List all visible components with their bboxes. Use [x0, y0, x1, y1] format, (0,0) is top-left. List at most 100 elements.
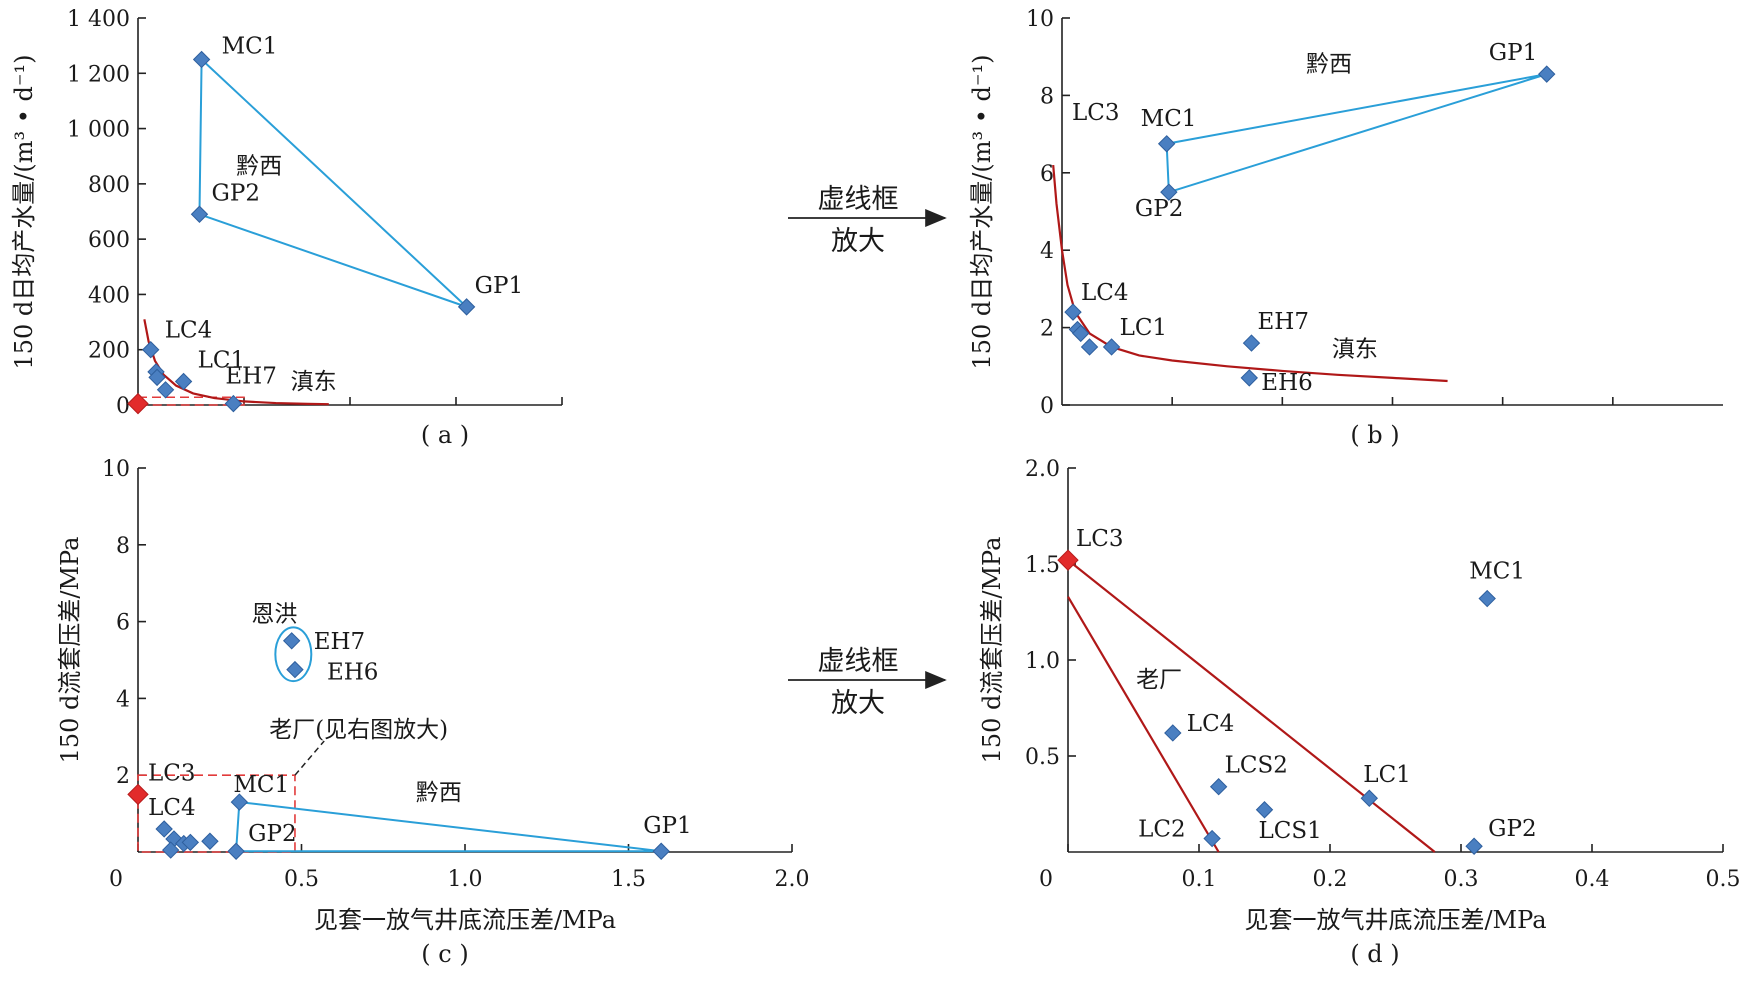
- x-tick-label: 0.1: [1182, 867, 1217, 892]
- y-tick-label: 1.0: [1025, 649, 1060, 674]
- annotation-leader: [294, 740, 325, 776]
- point-label: LC4: [1187, 711, 1235, 737]
- y-tick-label: 400: [88, 283, 130, 308]
- data-point: [1242, 334, 1261, 352]
- highlight-point: [1057, 549, 1079, 571]
- arrow-text-line2: 放大: [831, 226, 885, 257]
- y-tick-label: 2: [1040, 317, 1054, 342]
- data-point: [148, 368, 166, 387]
- y-tick-label: 0.5: [1025, 745, 1060, 770]
- arrow-text-line2: 放大: [831, 688, 885, 719]
- panel-caption: ( c ): [421, 940, 468, 968]
- annotation-label: 老厂(见右图放大): [269, 717, 448, 743]
- point-label: MC1: [222, 33, 278, 59]
- data-point: [1203, 829, 1221, 848]
- x-tick-label: 1.5: [611, 867, 646, 892]
- data-point: [1160, 183, 1178, 201]
- point-label: LC3: [1076, 526, 1124, 552]
- y-tick-label: 10: [102, 457, 130, 482]
- data-point: [1102, 338, 1121, 356]
- x-tick-label: 2.0: [775, 867, 810, 892]
- data-point: [652, 842, 670, 860]
- data-point: [192, 50, 211, 69]
- data-point: [286, 660, 304, 679]
- x-axis-label: 见套一放气井底流压差/MPa: [314, 906, 616, 934]
- point-label: MC1: [1469, 559, 1525, 585]
- point-label: EH7: [314, 629, 365, 655]
- x-tick-label: 0.2: [1313, 867, 1348, 892]
- data-point: [457, 298, 476, 316]
- data-point: [282, 632, 301, 650]
- point-label: LC3: [1072, 100, 1120, 126]
- y-tick-label: 2.0: [1025, 457, 1060, 482]
- data-point: [190, 205, 209, 223]
- data-point: [1240, 369, 1258, 387]
- data-point: [142, 341, 160, 359]
- data-point: [227, 842, 245, 860]
- data-point: [1164, 724, 1182, 742]
- curve-label: 滇东: [291, 369, 337, 395]
- y-tick-label: 8: [116, 534, 130, 559]
- data-point: [230, 793, 249, 811]
- point-label: LC4: [148, 795, 196, 821]
- y-tick-label: 800: [88, 173, 130, 198]
- y-tick-label: 10: [1026, 7, 1054, 32]
- y-tick-label: 8: [1040, 84, 1054, 109]
- point-label: LC1: [198, 348, 246, 374]
- x-tick-label: 0.3: [1444, 867, 1479, 892]
- y-tick-label: 1 000: [67, 118, 130, 143]
- curve-label: 滇东: [1332, 337, 1378, 363]
- x-tick-label: 1.0: [448, 867, 483, 892]
- data-point: [1478, 589, 1496, 608]
- y-axis-label: 150 d流套压差/MPa: [978, 537, 1006, 764]
- data-point: [1538, 65, 1556, 83]
- y-tick-label: 600: [88, 228, 130, 253]
- y-tick-label: 1.5: [1025, 553, 1060, 578]
- y-axis-label: 150 d流套压差/MPa: [56, 537, 84, 764]
- data-point: [1064, 303, 1082, 321]
- point-label: LC1: [1363, 762, 1411, 788]
- data-point: [224, 394, 243, 413]
- y-axis-label: 150 d日均产水量/(m³ • d⁻¹): [10, 54, 38, 369]
- data-point: [161, 841, 180, 859]
- y-tick-label: 6: [116, 611, 130, 636]
- point-label: EH7: [1257, 309, 1308, 335]
- data-point: [181, 833, 200, 852]
- data-point: [156, 381, 175, 399]
- region-ellipse-enhong: [274, 626, 313, 683]
- highlight-point: [127, 783, 149, 806]
- data-point: [174, 372, 193, 391]
- point-label: LC4: [1081, 280, 1129, 306]
- point-label: LCS1: [1259, 818, 1322, 844]
- x-tick-label: 0: [109, 867, 123, 892]
- data-point: [1157, 135, 1176, 153]
- y-tick-label: 0: [116, 394, 130, 419]
- point-label: GP1: [1489, 40, 1537, 66]
- point-label: EH6: [327, 660, 378, 686]
- point-label: LCS2: [1225, 753, 1288, 779]
- y-tick-label: 4: [116, 687, 130, 712]
- point-label: LC4: [165, 318, 213, 344]
- region-polygon-qianxi: [1165, 73, 1548, 194]
- region-label: 黔西: [236, 154, 282, 180]
- point-label: MC1: [233, 772, 289, 798]
- data-point: [1080, 338, 1099, 356]
- region-polygon-qianxi: [235, 800, 662, 853]
- y-tick-label: 1 400: [67, 7, 130, 32]
- data-point: [155, 820, 173, 838]
- point-label: GP2: [211, 180, 259, 206]
- panel-caption: ( d ): [1350, 940, 1399, 968]
- data-point: [1255, 801, 1274, 819]
- x-tick-label: 0.5: [1706, 867, 1740, 892]
- trend-curve-diandong: [1052, 164, 1448, 383]
- arrow-text-line1: 虚线框: [818, 184, 899, 215]
- point-label: LC2: [1138, 817, 1186, 843]
- boundary-line: [1067, 559, 1436, 853]
- data-point: [1360, 789, 1379, 807]
- x-tick-label: 0.4: [1575, 867, 1610, 892]
- y-tick-label: 0: [1040, 394, 1054, 419]
- highlight-point: [127, 392, 149, 415]
- point-label: EH6: [1261, 370, 1312, 396]
